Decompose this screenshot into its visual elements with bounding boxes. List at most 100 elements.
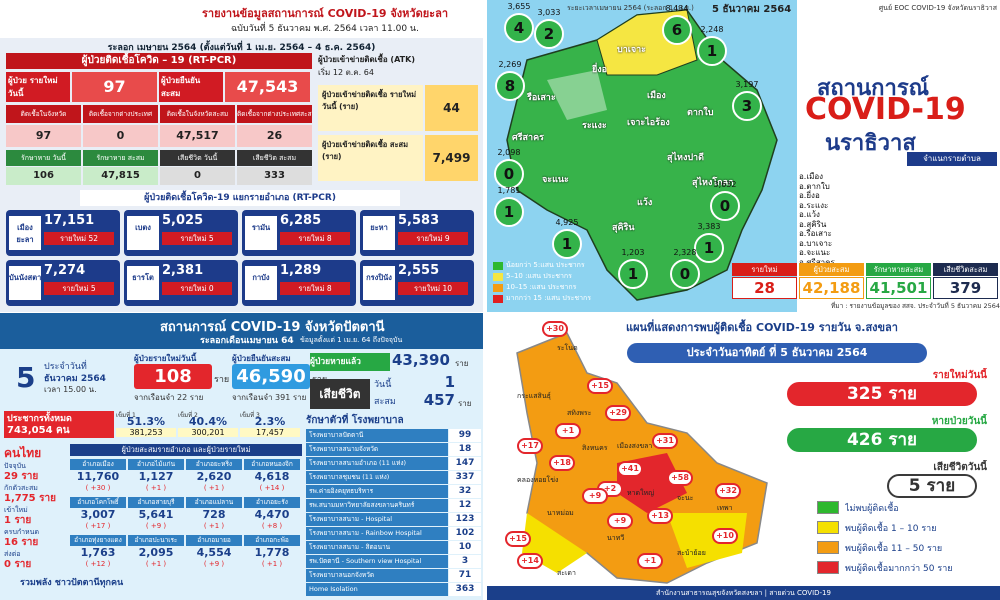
bubble: +58	[667, 470, 693, 486]
atk-value: 44	[425, 85, 478, 131]
district-total: 1,763	[80, 546, 116, 559]
title: COVID-19	[805, 92, 966, 127]
summary-value: 41,501	[866, 277, 931, 299]
legend-swatch	[493, 273, 503, 281]
death-total: 457	[423, 391, 455, 409]
district-total: 2,555	[398, 263, 440, 278]
pattani-panel: สถานการณ์ COVID-19 จังหวัดปัตตานี ระลอกเด…	[0, 313, 483, 600]
slogan: รวมพลัง ชาวปัตตานีทุกคน	[20, 578, 124, 588]
legend-swatch	[493, 295, 503, 303]
district-name: กรงปินัง	[363, 266, 395, 300]
stat-value: 47,517	[160, 125, 235, 147]
stat-value: 97	[72, 72, 157, 102]
district-total: 4,618	[254, 470, 290, 483]
map-label: สะบ้าย้อย	[677, 549, 706, 557]
bubble-total: 2,098	[497, 148, 521, 157]
stat-value: 333	[237, 167, 312, 185]
district-item: อ.บาเจาะ	[799, 238, 833, 248]
date: ประจำวันอาทิตย์ ที่ 5 ธันวาคม 2564	[627, 343, 927, 363]
district-item: อ.ตากใบ	[799, 181, 830, 191]
date: 5 ธันวาคม 2564	[712, 4, 792, 15]
death-today: 1	[444, 373, 455, 391]
stat-value: 97	[6, 125, 81, 147]
hospital-name: รพ.ค่ายอิงคยุทธบริหาร	[306, 485, 448, 498]
vaccine-dose: เข็มที่ 3	[240, 412, 260, 419]
bubble: 4	[504, 13, 534, 43]
hospital-title: รักษาตัวที่ โรงพยาบาล	[306, 415, 404, 426]
stat-label: รักษาหาย สะสม	[83, 150, 158, 166]
death-today-label: วันนี้	[374, 380, 392, 390]
stat-unit: ราย	[214, 375, 230, 385]
tag: จำแนกรายตำบล	[907, 152, 997, 166]
summary-label: ผู้ป่วยสะสม	[799, 263, 864, 276]
vaccine-count: 300,201	[178, 428, 238, 437]
stat-label: ผู้ป่วยยืนยันสะสม	[232, 354, 291, 363]
map-label: กระแสสินธุ์	[517, 392, 551, 400]
bubble: +10	[712, 528, 738, 544]
bubble: 2	[534, 19, 564, 49]
stat-label: ผู้ป่วยยืนยัน สะสม	[159, 72, 223, 102]
map-label: เมือง	[647, 91, 666, 101]
population-label: ประชากรทั้งหมด	[4, 411, 114, 425]
source: ที่มา : รายงานข้อมูลของ สสจ. ประจำวันที่…	[831, 302, 1000, 310]
district-item: อ.เมือง	[799, 172, 824, 181]
bubble: 1	[697, 36, 727, 66]
bubble: +1	[637, 553, 663, 569]
bubble: +15	[587, 378, 613, 394]
district-new: ( +1 )	[145, 560, 167, 568]
bubble-total: 3,655	[507, 2, 531, 11]
map-label: ตากใบ	[687, 108, 714, 118]
narathiwat-map	[487, 0, 797, 312]
bubble: 1	[694, 233, 724, 263]
stat-label: รายใหม่วันนี้	[932, 370, 987, 381]
bubble-total: 2,269	[498, 60, 522, 69]
stat-label: ติดเชื้อจากต่างประเทศสะสม	[237, 105, 312, 123]
district-total: 1,127	[138, 470, 174, 483]
stat-value: 47,543	[225, 72, 310, 102]
population-value: 743,054 คน	[4, 423, 114, 438]
district-new: ( +9 )	[203, 560, 225, 568]
bubble: +9	[607, 513, 633, 529]
map-label: สุคิริน	[612, 223, 635, 233]
district-name: อำเภอยะหริ่ง	[186, 459, 242, 470]
bubble: +32	[715, 483, 741, 499]
bubble: +29	[605, 405, 631, 421]
stat-value: 0	[160, 167, 235, 185]
stat-value: 106	[6, 167, 81, 185]
bubble-total: 3,033	[537, 8, 561, 17]
hospital-value: 32	[449, 485, 481, 498]
bubble: +9	[582, 488, 608, 504]
thai-label: ปัจจุบัน	[4, 462, 26, 470]
map-label: เทพา	[717, 504, 733, 512]
hospital-value: 102	[449, 527, 481, 540]
center: ศูนย์ EOC COVID-19 จังหวัดนราธิวาส	[878, 4, 997, 12]
header-band	[0, 0, 483, 38]
subtitle: ฉบับวันที่ 5 ธันวาคม พ.ศ. 2564 เวลา 11.0…	[231, 24, 419, 34]
district-total: 17,151	[44, 213, 95, 228]
district-new: รายใหม่ 52	[44, 232, 114, 245]
hospital-name: โรงพยาบาลสนามอำเภอ (11 แห่ง)	[306, 457, 448, 470]
district-total: 5,641	[138, 508, 174, 521]
atk-since: เริ่ม 12 ต.ค. 64	[318, 68, 374, 77]
yala-panel: รายงานข้อมูลสถานการณ์ COVID-19 จังหวัดยะ…	[0, 0, 483, 312]
district-new: รายใหม่ 10	[398, 282, 468, 295]
vaccine-dose: เข็มที่ 2	[178, 412, 198, 419]
hospital-value: 3	[449, 555, 481, 568]
bubble-total: 1,203	[621, 248, 645, 257]
title: แผนที่แสดงการพบผู้ติดเชื้อ COVID-19 รายว…	[626, 321, 898, 334]
period: ระลอก เมษายน 2564 (ตั้งแต่วันที่ 1 เม.ย.…	[107, 43, 376, 53]
thai-label: ครบกำหนด	[4, 528, 39, 536]
district-name: อำเภอหนองจิก	[244, 459, 300, 470]
title: สถานการณ์	[817, 76, 930, 101]
district-new: ( +14 )	[259, 484, 285, 492]
legend-swatch	[493, 262, 503, 270]
atk-title: ผู้ป่วยเข้าข่ายติดเชื้อ (ATK)	[318, 55, 415, 64]
thai-label: เข้าใหม่	[4, 506, 28, 514]
legend-label: ไม่พบผู้ติดเชื้อ	[845, 504, 899, 514]
map-label: ศรีสาคร	[512, 133, 544, 143]
hospital-value: 71	[449, 569, 481, 582]
legend-label: พบผู้ติดเชื้อ 1 – 10 ราย	[845, 524, 937, 534]
date-label: ประจำวันที่	[44, 362, 87, 372]
bubble-total: 3,632	[713, 180, 737, 189]
bubble: +15	[505, 531, 531, 547]
